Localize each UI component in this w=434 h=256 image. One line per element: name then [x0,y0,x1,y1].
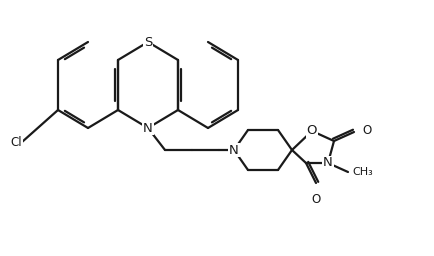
Text: Cl: Cl [10,135,22,148]
Text: N: N [229,144,238,156]
Text: O: O [311,193,320,206]
Text: S: S [144,36,152,48]
Text: O: O [306,124,316,137]
Text: N: N [322,156,332,169]
Text: O: O [361,123,370,136]
Text: N: N [143,122,152,134]
Text: CH₃: CH₃ [351,167,372,177]
